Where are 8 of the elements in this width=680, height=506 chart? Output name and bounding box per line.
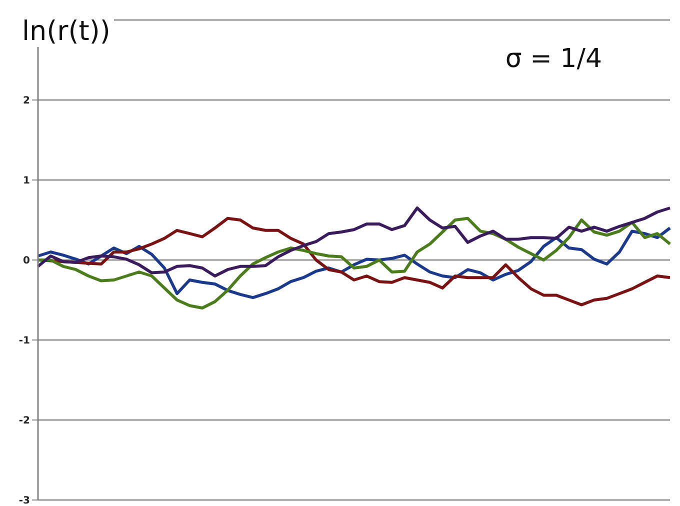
- y-tick-label: 1: [23, 176, 30, 187]
- annotation: σ = 1/4: [505, 44, 602, 74]
- y-tick-label: 0: [23, 256, 30, 267]
- y-axis-title: ln(r(t)): [18, 16, 114, 47]
- y-tick-label: -3: [18, 496, 30, 506]
- y-tick-label: -2: [18, 416, 30, 427]
- y-tick-label: 2: [23, 96, 30, 107]
- y-tick-label: -1: [18, 336, 30, 347]
